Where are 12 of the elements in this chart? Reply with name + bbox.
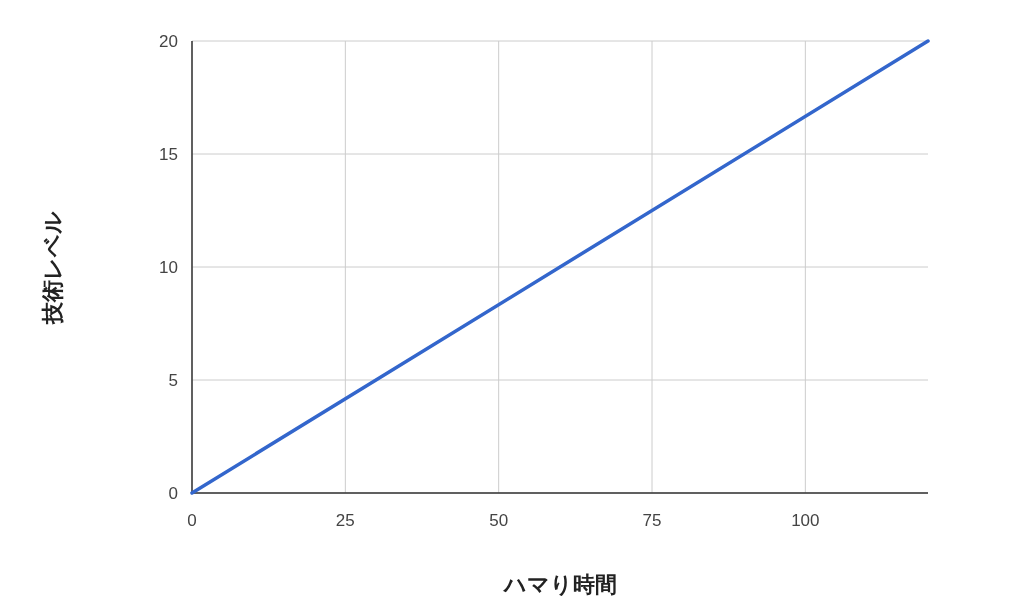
y-tick-label: 10	[159, 258, 178, 277]
x-tick-label: 100	[791, 511, 820, 530]
y-tick-label: 15	[159, 145, 178, 164]
y-tick-label: 5	[168, 371, 178, 390]
x-tick-label: 0	[187, 511, 197, 530]
x-tick-label: 25	[335, 511, 355, 530]
x-tick-label: 50	[489, 511, 509, 530]
y-tick-label: 20	[159, 32, 178, 51]
y-axis-title: 技術レベル	[40, 210, 65, 325]
x-axis-title: ハマり時間	[501, 572, 617, 597]
x-tick-label: 75	[642, 511, 662, 530]
y-tick-label: 0	[168, 484, 178, 503]
